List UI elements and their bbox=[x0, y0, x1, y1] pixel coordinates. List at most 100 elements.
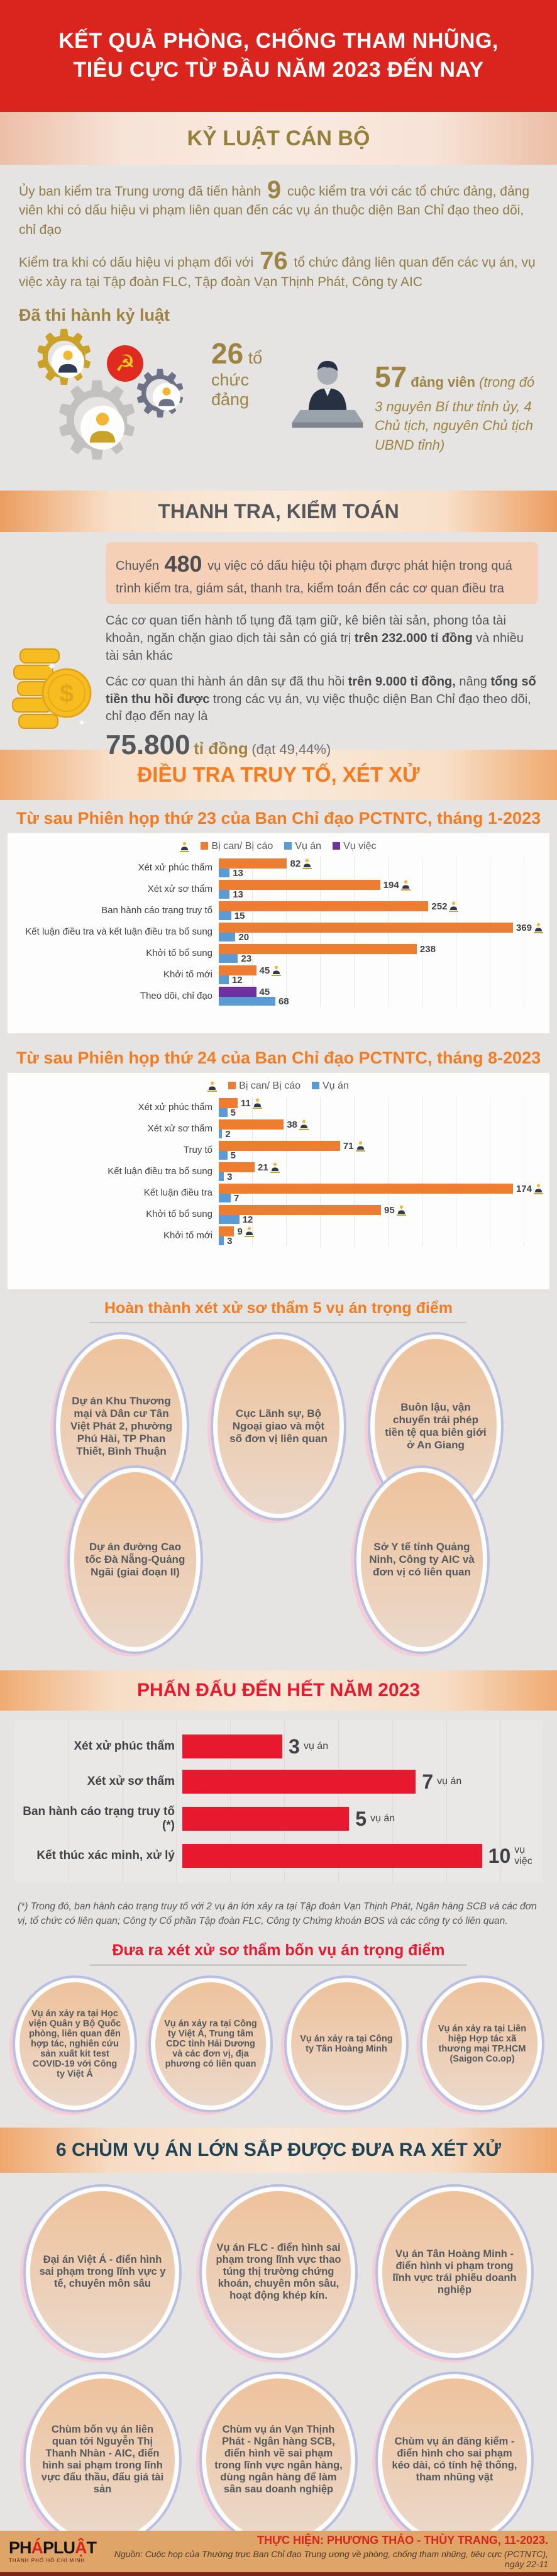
oval-text: Vụ án xảy ra tại Công ty Việt Á, Trung t… bbox=[164, 2018, 257, 2069]
person-icon bbox=[449, 901, 459, 912]
legend-swatch bbox=[284, 842, 292, 850]
legend-item: Bị can/ Bị cáo bbox=[201, 841, 273, 852]
person-icon bbox=[252, 1098, 262, 1109]
gears-people-icon: ⚙ ⚙ ⚙ ☭ bbox=[19, 320, 207, 482]
bar-value: 23 bbox=[241, 953, 252, 964]
oval-text: Sở Y tế tỉnh Quảng Ninh, Công ty AIC và … bbox=[369, 1541, 475, 1578]
oval-text: Cục Lãnh sự, Bộ Ngoại giao và một số đơn… bbox=[229, 1407, 328, 1445]
bar-vu-an bbox=[219, 933, 236, 941]
goal-value: 7 bbox=[422, 1770, 434, 1793]
trial-case-oval: Vụ án xảy ra tại Công ty Tân Hoàng Minh bbox=[284, 1975, 409, 2112]
thanhtra-paragraph-2: Các cơ quan thi hành án dân sự đã thu hồ… bbox=[106, 675, 536, 724]
bar-value: 15 bbox=[234, 910, 245, 921]
cluster-case-oval: Chùm bốn vụ án liên quan tới Nguyễn Thị … bbox=[23, 2371, 182, 2548]
bar-line: 20 bbox=[219, 932, 543, 943]
chart-row: Khởi tố mới 9 3 bbox=[11, 1225, 543, 1246]
bar-vu-an bbox=[219, 997, 275, 1006]
person-icon bbox=[244, 1226, 254, 1237]
person-icon bbox=[534, 923, 543, 933]
bar-bi-can bbox=[219, 1119, 284, 1130]
bar-vu-an bbox=[219, 1108, 228, 1117]
goal-row-barzone: 5 vụ án bbox=[182, 1807, 543, 1831]
chart-row: Truy tố 71 5 bbox=[11, 1140, 543, 1161]
bar-vu-an bbox=[219, 975, 229, 984]
bar-line: 12 bbox=[219, 1214, 543, 1225]
chart-session24: Bị can/ Bị cáo Vụ án Xét xử phúc thẩm 11 5 Xé… bbox=[8, 1073, 549, 1289]
legend-item: Bị can/ Bị cáo bbox=[228, 1080, 301, 1092]
legend-label: Bị can/ Bị cáo bbox=[211, 841, 273, 852]
group1-ovals-row1: Dự án Khu Thương mại và Dân cư Tân Việt … bbox=[0, 1332, 557, 1521]
oval-text: Vụ án Tân Hoàng Minh - điển hình vi phạm… bbox=[392, 2248, 517, 2296]
chart-row-label: Xét xử sơ thẩm bbox=[147, 1123, 212, 1135]
section-thanhtra: Chuyển 480 vụ việc có dấu hiệu tội phạm … bbox=[0, 532, 557, 760]
goal-bar bbox=[182, 1807, 350, 1831]
bar-line: 3 bbox=[219, 1172, 543, 1182]
bar-line: 38 bbox=[219, 1119, 543, 1130]
goal-unit: vụ án bbox=[437, 1776, 462, 1787]
bar-vu-an bbox=[219, 1215, 240, 1224]
legend-item: Vụ án bbox=[284, 841, 321, 852]
person-icon bbox=[396, 1205, 406, 1216]
bar-bi-can bbox=[219, 1226, 234, 1236]
goal-row-barzone: 10 vụ việc bbox=[182, 1844, 543, 1868]
legend-swatch bbox=[228, 1082, 236, 1089]
goal-unit: vụ án bbox=[303, 1741, 329, 1752]
section-band-goal: PHẤN ĐẤU ĐẾN HẾT NĂM 2023 bbox=[0, 1670, 557, 1711]
chart-row-bars: 238 23 bbox=[219, 943, 543, 964]
bar-value: 13 bbox=[233, 889, 243, 900]
person-icon bbox=[534, 1184, 543, 1194]
person-icon bbox=[355, 1141, 365, 1152]
coins-icon: $ ✦ ✦ bbox=[11, 638, 92, 735]
chart-legend: Bị can/ Bị cáo Vụ án bbox=[11, 1077, 543, 1097]
legend-swatch bbox=[333, 842, 341, 850]
bar-bi-can bbox=[219, 1205, 381, 1215]
chart-row-bars: 369 20 bbox=[219, 921, 543, 943]
legend-item: Vụ án bbox=[312, 1080, 349, 1092]
avatar-icon bbox=[80, 406, 124, 450]
bar-vu-an bbox=[219, 1151, 228, 1160]
chart-row-bars: 194 13 bbox=[219, 879, 543, 900]
kyluat-stats: ⚙ ⚙ ⚙ ☭ 26 tổ chức đảng bbox=[19, 320, 538, 482]
key-case-oval: Sở Y tế tỉnh Quảng Ninh, Công ty AIC và … bbox=[354, 1465, 490, 1654]
bar-vu-an bbox=[219, 1130, 223, 1138]
section-band-kyluat: KỶ LUẬT CÁN BỘ bbox=[0, 112, 557, 165]
group2-ovals-row: Vụ án xảy ra tại Học viện Quân y Bộ Quốc… bbox=[0, 1975, 557, 2112]
bar-value: 7 bbox=[234, 1192, 240, 1204]
footer-bar: PHÁPLUẬT THÀNH PHỐ HỒ CHÍ MINH THỰC HIỆN… bbox=[0, 2531, 557, 2572]
goal-row-label: Xét xử phúc thẩm bbox=[74, 1740, 175, 1753]
svg-text:✦: ✦ bbox=[47, 660, 56, 673]
chart-row-label: Ban hành cáo trạng truy tố bbox=[101, 905, 212, 916]
oval-text: Chùm bốn vụ án liên quan tới Nguyễn Thị … bbox=[41, 2423, 164, 2495]
bar-line: 11 bbox=[219, 1098, 543, 1109]
goal-value: 10 bbox=[488, 1844, 511, 1867]
stat-57-members: 57 đảng viên (trong đó 3 nguyên Bí thư t… bbox=[375, 360, 535, 453]
chart-row-label: Theo dõi, chỉ đạo bbox=[140, 991, 212, 1002]
chart-row-bars: 45 68 bbox=[219, 985, 543, 1007]
goal-value: 3 bbox=[289, 1735, 300, 1758]
chart-row: Xét xử phúc thẩm 82 13 bbox=[11, 857, 543, 879]
chart-row: Khởi tố bổ sung 95 12 bbox=[11, 1204, 543, 1225]
cluster-case-oval: Vụ án Tân Hoàng Minh - điển hình vi phạm… bbox=[375, 2184, 534, 2360]
chart-row-label: Truy tố bbox=[183, 1145, 212, 1156]
section-band-thanhtra: THANH TRA, KIỂM TOÁN bbox=[0, 491, 557, 532]
bar-value: 2 bbox=[225, 1128, 231, 1140]
bar-line: 238 bbox=[219, 943, 543, 955]
bar-line: 369 bbox=[219, 923, 543, 933]
group1-title: Hoàn thành xét xử sơ thẩm 5 vụ án trọng … bbox=[104, 1299, 453, 1317]
goal-value: 5 bbox=[355, 1807, 367, 1830]
section-band-6clusters: 6 CHÙM VỤ ÁN LỚN SẮP ĐƯỢC ĐƯA RA XÉT XỬ bbox=[0, 2127, 557, 2173]
bar-line: 5 bbox=[219, 1150, 543, 1161]
stat-9000: trên 9.000 tỉ đồng, bbox=[348, 675, 456, 689]
chart-row-bars: 45 12 bbox=[219, 964, 543, 985]
bar-value: 238 bbox=[419, 943, 436, 955]
bar-line: 13 bbox=[219, 868, 543, 879]
goal-row: Xét xử phúc thẩm 3 vụ án bbox=[14, 1735, 543, 1758]
chart-row: Kết luận điều tra bổ sung 21 3 bbox=[11, 1161, 543, 1182]
kyluat-paragraph-2: Kiểm tra khi có dấu hiệu vi phạm đối với… bbox=[19, 247, 536, 289]
stat-480-cases: 480 bbox=[164, 551, 202, 577]
credit-line: THỰC HIỆN: PHƯƠNG THẢO - THÙY TRANG, 11-… bbox=[257, 2534, 548, 2546]
bar-value: 252 bbox=[431, 901, 448, 912]
bar-value: 38 bbox=[287, 1119, 297, 1130]
person-icon bbox=[302, 858, 312, 869]
group2-title: Đưa ra xét xử sơ thẩm bốn vụ án trọng đi… bbox=[112, 1941, 445, 1959]
